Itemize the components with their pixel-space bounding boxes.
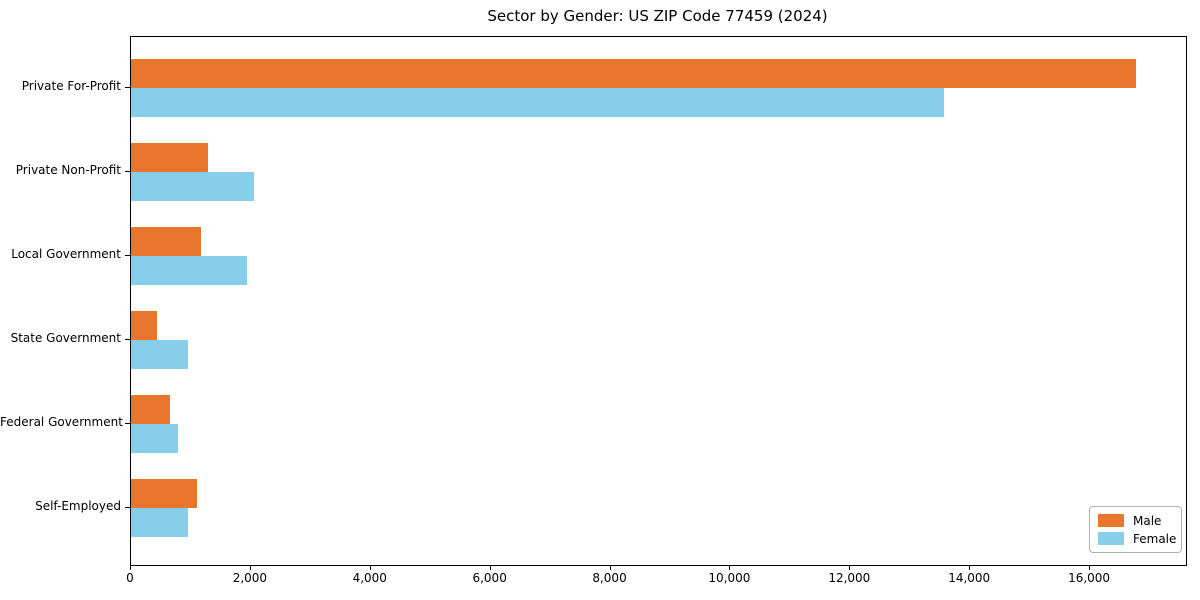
female-bar-4 [131, 424, 178, 453]
legend-label-female: Female [1133, 531, 1177, 546]
y-tick-mark [125, 339, 130, 340]
male-bar-5 [131, 479, 197, 508]
x-tick-label: 6,000 [472, 571, 507, 585]
male-bar-1 [131, 143, 208, 172]
legend-label-male: Male [1133, 513, 1162, 528]
x-tick-label: 12,000 [828, 571, 871, 585]
x-tick-label: 8,000 [592, 571, 627, 585]
x-tick-label: 2,000 [232, 571, 268, 585]
x-tick-mark [490, 565, 491, 570]
x-tick-mark [729, 565, 730, 570]
y-tick-label: State Government [10, 331, 121, 345]
chart-title: Sector by Gender: US ZIP Code 77459 (202… [487, 7, 828, 25]
female-bar-3 [131, 340, 188, 369]
y-tick-mark [125, 171, 130, 172]
y-tick-label: Private Non-Profit [15, 163, 121, 177]
male-bar-2 [131, 227, 201, 256]
x-tick-mark [130, 565, 131, 570]
y-tick-mark [125, 423, 130, 424]
y-tick-label: Private For-Profit [21, 79, 121, 93]
legend: Male Female [1089, 506, 1182, 553]
female-swatch [1098, 532, 1124, 545]
x-tick-mark [969, 565, 970, 570]
x-tick-label: 10,000 [708, 571, 751, 585]
x-tick-mark [370, 565, 371, 570]
y-tick-label: Local Government [11, 247, 121, 261]
y-tick-mark [125, 507, 130, 508]
y-tick-label: Federal Government [0, 415, 123, 429]
male-bar-4 [131, 395, 170, 424]
female-bar-0 [131, 88, 944, 117]
y-tick-label: Self-Employed [35, 499, 121, 513]
y-tick-mark [125, 255, 130, 256]
x-tick-label: 0 [126, 571, 134, 585]
x-tick-mark [849, 565, 850, 570]
x-tick-mark [1089, 565, 1090, 570]
male-bar-0 [131, 59, 1136, 88]
y-tick-mark [125, 87, 130, 88]
female-bar-2 [131, 256, 247, 285]
legend-item-female: Female [1098, 531, 1177, 546]
plot-area [130, 36, 1187, 566]
female-bar-1 [131, 172, 254, 201]
x-tick-label: 4,000 [352, 571, 387, 585]
x-tick-label: 14,000 [948, 571, 991, 585]
female-bar-5 [131, 508, 188, 537]
x-tick-mark [610, 565, 611, 570]
male-swatch [1098, 514, 1124, 527]
male-bar-3 [131, 311, 157, 340]
x-tick-label: 16,000 [1068, 571, 1111, 585]
x-tick-mark [250, 565, 251, 570]
legend-item-male: Male [1098, 513, 1173, 528]
